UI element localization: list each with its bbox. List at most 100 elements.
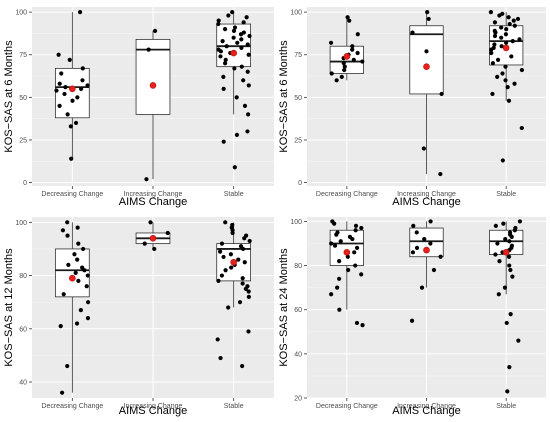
data-point — [337, 259, 342, 264]
data-point — [490, 61, 496, 66]
x-tick-label: Stable — [224, 191, 244, 198]
x-tick-label: Decreasing Change — [41, 403, 103, 410]
data-point — [493, 223, 498, 228]
box — [329, 45, 364, 74]
data-point — [351, 57, 356, 62]
data-point — [509, 54, 514, 59]
data-point — [499, 44, 504, 49]
x-tick-label: Increasing Change — [397, 403, 456, 410]
data-point — [332, 243, 338, 248]
data-point — [240, 363, 245, 369]
mean-marker — [423, 246, 430, 254]
data-point — [217, 249, 223, 254]
data-point — [82, 268, 87, 273]
data-point — [144, 177, 149, 182]
data-point — [218, 49, 223, 54]
mean-marker — [502, 249, 510, 256]
y-axis-title: KOS−SAS at 6 Months — [278, 40, 290, 153]
x-tick-label: Increasing Change — [397, 191, 456, 198]
y-tick-label: 25 — [294, 137, 302, 144]
data-point — [503, 78, 508, 83]
data-point — [510, 38, 515, 44]
data-point — [345, 15, 350, 20]
data-point — [245, 42, 250, 47]
data-point — [240, 281, 245, 286]
y-tick-label: 75 — [19, 52, 27, 59]
box — [409, 25, 444, 95]
data-point — [230, 10, 235, 15]
data-point — [519, 67, 525, 73]
data-point — [246, 289, 251, 294]
data-point — [508, 267, 513, 273]
data-point — [345, 254, 350, 259]
data-point — [334, 232, 339, 237]
data-point — [68, 124, 73, 129]
data-point — [350, 236, 355, 242]
y-tick-label: 40 — [19, 380, 27, 387]
data-point — [240, 276, 245, 281]
data-point — [239, 37, 244, 42]
data-point — [54, 88, 59, 93]
data-point — [62, 91, 67, 97]
data-point — [360, 323, 365, 328]
data-point — [85, 300, 91, 305]
data-point — [76, 278, 81, 283]
data-point — [142, 241, 147, 246]
data-point — [229, 265, 234, 270]
x-tick-label: Increasing Change — [124, 191, 183, 198]
data-point — [218, 355, 223, 361]
data-point — [245, 69, 250, 74]
data-point — [60, 228, 66, 233]
data-point — [506, 254, 512, 259]
data-point — [78, 308, 83, 313]
data-point — [242, 103, 248, 108]
data-point — [507, 263, 512, 268]
data-point — [216, 21, 221, 27]
data-point — [241, 20, 246, 25]
x-axis-title: AIMS Change — [392, 405, 460, 417]
data-point — [247, 33, 252, 39]
data-point — [148, 220, 153, 225]
data-point — [79, 86, 84, 91]
data-point — [346, 267, 351, 273]
data-point — [497, 13, 502, 18]
data-point — [59, 71, 64, 76]
data-point — [503, 64, 508, 69]
x-axis-title: AIMS Change — [392, 196, 460, 208]
data-point — [508, 312, 513, 317]
data-point — [424, 49, 429, 54]
data-point — [246, 83, 251, 88]
data-point — [66, 262, 71, 268]
data-point — [503, 236, 508, 242]
data-point — [341, 61, 346, 66]
mean-marker — [69, 274, 76, 282]
x-tick-label: Stable — [224, 403, 244, 410]
data-point — [353, 263, 358, 268]
data-point — [74, 321, 80, 326]
data-point — [85, 273, 90, 278]
data-point — [492, 20, 498, 25]
data-point — [505, 85, 510, 90]
data-point — [419, 285, 425, 290]
data-point — [222, 27, 228, 32]
data-point — [353, 228, 358, 233]
data-point — [223, 220, 228, 225]
data-point — [347, 18, 352, 23]
data-point — [359, 225, 364, 231]
data-point — [439, 91, 444, 97]
y-tick-label: 0 — [298, 180, 302, 187]
data-point — [488, 10, 494, 15]
data-point — [329, 241, 334, 246]
data-point — [337, 307, 342, 312]
x-tick-label: Decreasing Change — [316, 403, 378, 410]
data-point — [234, 95, 239, 100]
data-point — [515, 16, 521, 22]
data-point — [219, 241, 225, 246]
data-point — [499, 35, 504, 40]
data-point — [352, 250, 357, 255]
y-tick-label: 25 — [19, 137, 27, 144]
x-axis-title: AIMS Change — [119, 196, 187, 208]
data-point — [70, 98, 75, 103]
data-point — [500, 71, 505, 76]
